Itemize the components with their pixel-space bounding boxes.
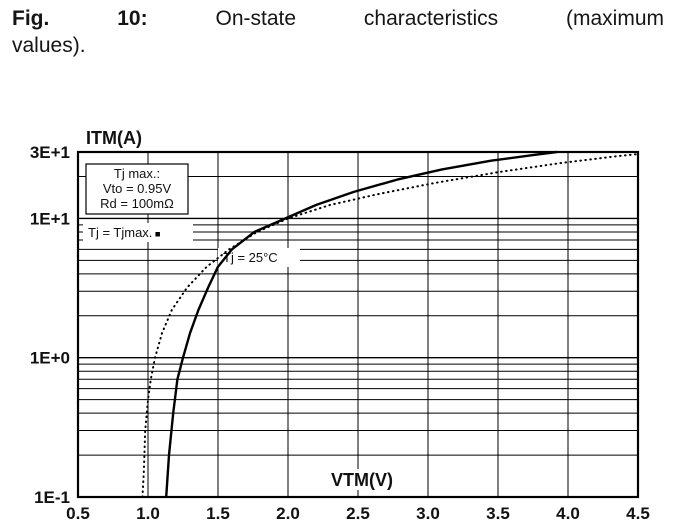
caption-line-2: values). [12, 34, 86, 57]
y-tick-label: 1E-1 [34, 488, 70, 507]
figure-caption: Fig. 10: On-state characteristics (maxim… [12, 5, 664, 59]
y-axis-title: ITM(A) [86, 128, 142, 148]
annotation-text: Tj = Tjmax. [88, 225, 152, 240]
y-tick-label: 1E+1 [30, 209, 70, 228]
x-tick-label: 2.0 [276, 504, 300, 523]
plot-border [76, 150, 640, 499]
annotation-text: Rd = 100mΩ [100, 196, 174, 211]
y-tick-label: 3E+1 [30, 143, 70, 162]
annotation-bg [83, 223, 193, 242]
x-tick-label: 0.5 [66, 504, 90, 523]
annotation-text: Tj = 25°C [223, 250, 278, 265]
curve-tj25 [165, 150, 557, 498]
annotation-bg [218, 248, 300, 267]
x-axis-title: VTM(V) [331, 470, 393, 490]
x-tick-label: 2.5 [346, 504, 370, 523]
caption-fig-label: Fig. 10: [12, 7, 148, 30]
x-tick-label: 4.0 [556, 504, 580, 523]
y-tick-label: 1E+0 [30, 349, 70, 368]
x-tick-label: 3.0 [416, 504, 440, 523]
x-tick-label: 4.5 [626, 504, 650, 523]
caption-text: On-state characteristics (maximum [215, 7, 665, 30]
annotation-text: Vto = 0.95V [103, 181, 172, 196]
annotation-box [85, 163, 189, 215]
x-axis-title-bg [318, 469, 406, 490]
x-tick-label: 1.5 [206, 504, 230, 523]
curve-marker [155, 232, 160, 237]
curve-tjmax [141, 153, 639, 498]
caption-line-1: Fig. 10: On-state characteristics (maxim… [12, 5, 664, 32]
x-tick-label: 3.5 [486, 504, 510, 523]
annotation-text: Tj max.: [114, 166, 160, 181]
x-tick-label: 1.0 [136, 504, 160, 523]
